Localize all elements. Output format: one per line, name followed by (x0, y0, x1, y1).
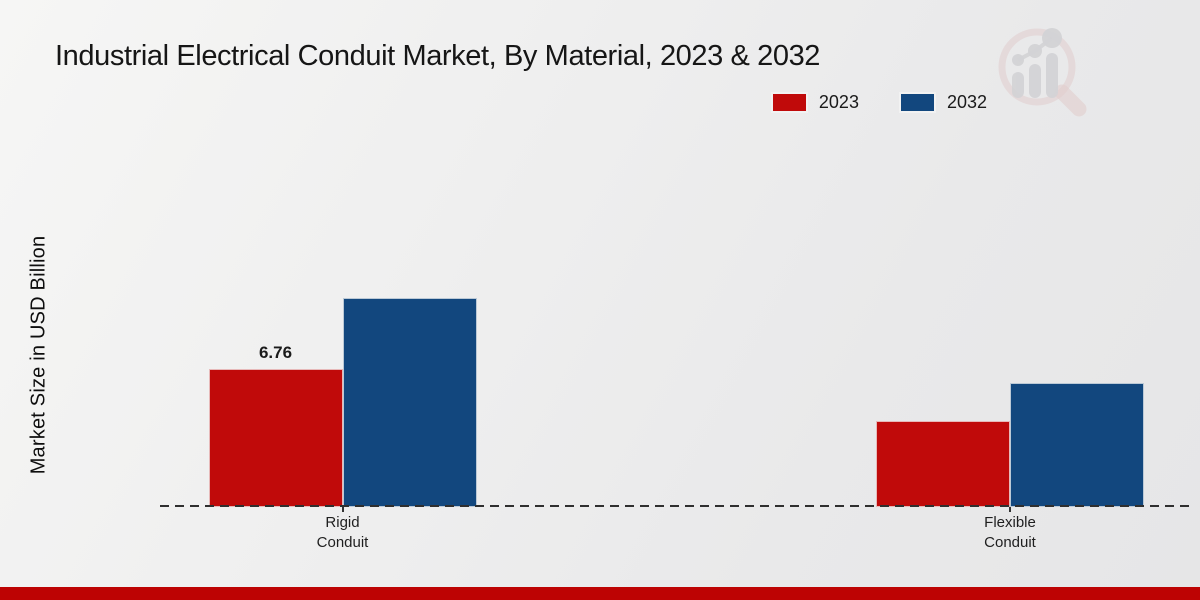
chart-title: Industrial Electrical Conduit Market, By… (55, 40, 821, 72)
x-axis-dashed-baseline (160, 505, 1194, 507)
legend-item-2023: 2023 (770, 92, 859, 113)
footer-accent-strip (0, 587, 1200, 600)
bar-2023-cat1 (876, 421, 1010, 507)
x-axis-category-label: Rigid Conduit (316, 514, 369, 551)
legend-label-2023: 2023 (818, 92, 859, 112)
bar-2023-cat0 (208, 369, 343, 507)
legend: 2023 2032 (770, 92, 987, 113)
x-axis-tick (1009, 507, 1011, 512)
bar-value-label: 6.76 (258, 343, 293, 362)
legend-label-2032: 2032 (946, 92, 987, 112)
x-axis-tick (341, 507, 344, 512)
bar-2032-cat1 (1010, 383, 1144, 507)
y-axis-label: Market Size in USD Billion (27, 235, 50, 475)
legend-item-2032: 2032 (898, 92, 987, 113)
magnifier-bar-chart-logo-icon (998, 28, 1087, 117)
x-axis-category-label: Flexible Conduit (984, 514, 1036, 551)
legend-swatch-2023 (770, 92, 808, 113)
legend-swatch-2032 (898, 92, 936, 113)
bar-2032-cat0 (342, 298, 477, 507)
